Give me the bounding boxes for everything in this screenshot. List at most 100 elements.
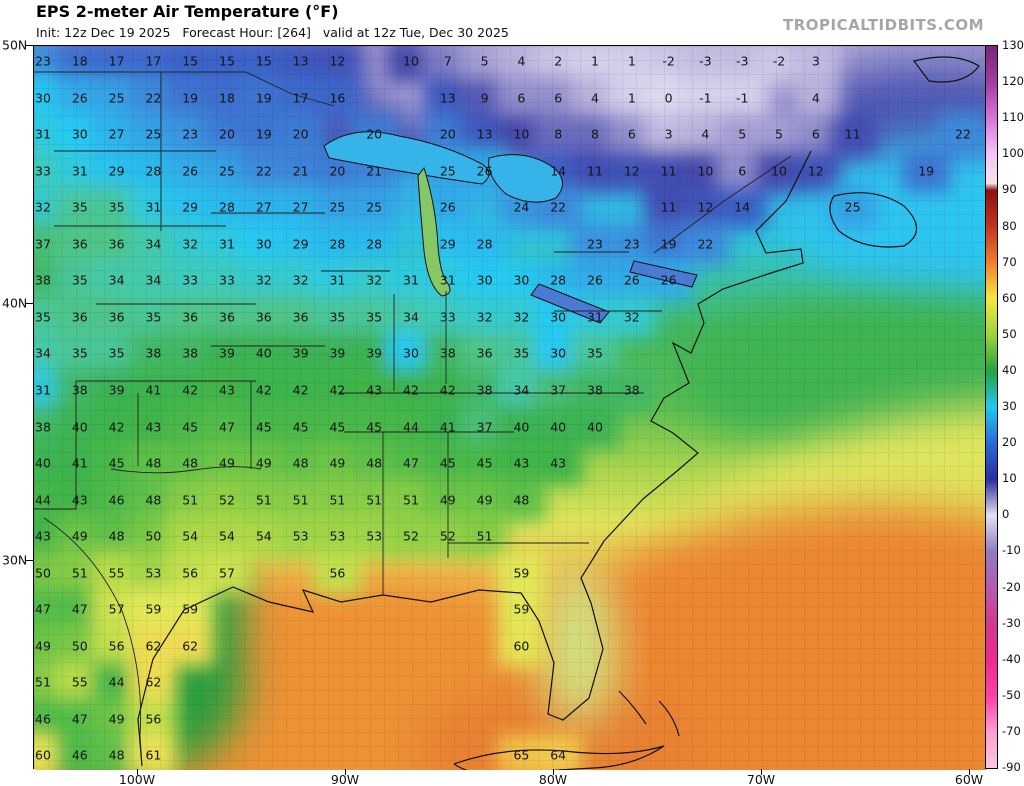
temp-value: 35 [329,309,346,325]
colorbar-tick-label: 10 [1002,471,1017,486]
lat-tick-label: 40N [2,295,28,311]
temp-value: 33 [182,272,199,288]
temp-value: 29 [439,236,456,252]
temp-value: 41 [71,455,88,471]
temp-value: 51 [292,492,309,508]
temp-value: 31 [403,272,419,288]
temp-value: 28 [219,199,235,215]
temp-value: 28 [366,236,383,252]
temp-value: 38 [35,272,51,288]
temp-value: 48 [108,528,125,544]
temp-value: 51 [255,492,272,508]
temp-value: 35 [366,309,383,325]
temp-value: 5 [480,53,489,69]
temp-value: 26 [587,272,603,288]
temp-value: 48 [292,455,309,471]
temp-value: 2 [554,53,563,69]
temp-value: 38 [439,345,456,361]
temp-value: 42 [439,382,456,398]
temp-value: 64 [550,747,567,763]
temp-value: 37 [35,236,51,252]
temp-value: 23 [35,53,51,69]
temp-value: 41 [439,419,456,434]
colorbar-tick-label: -40 [1002,651,1021,666]
temp-value: 1 [591,53,599,69]
lon-tick-mark [761,769,762,775]
temp-value: 5 [775,126,783,142]
temp-value: 35 [587,345,603,361]
temp-value: 31 [145,199,162,215]
temp-value: 27 [292,199,309,215]
colorbar-tick-label: -20 [1002,579,1021,594]
temp-value: 25 [219,163,235,179]
temp-value: 42 [329,382,346,398]
temp-value: 65 [513,747,530,763]
temp-value: 38 [623,382,640,398]
temp-value: 25 [439,163,456,179]
temp-value: 4 [701,126,710,142]
temp-value: 36 [255,309,272,325]
temp-value: 22 [255,163,272,179]
temp-value: 4 [811,90,820,106]
temp-value: 18 [71,53,88,69]
temp-value: 11 [587,163,603,179]
colorbar-tick-label: -90 [1002,760,1021,774]
temp-value: 12 [697,199,714,215]
temp-value: 15 [219,53,235,69]
colorbar-tick-label: -70 [1002,723,1021,738]
temp-value: 49 [329,455,346,471]
temp-value: 13 [292,53,309,69]
lon-tick-mark [969,769,970,775]
temp-value: 29 [292,236,309,252]
lon-tick-label: 100W [118,772,156,786]
temp-value: 39 [108,382,125,398]
temp-value: 25 [329,199,346,215]
temp-value: 60 [35,747,51,763]
temp-value: 40 [255,345,272,361]
temp-value: 36 [71,236,88,252]
lon-tick-mark [345,769,346,775]
temp-value: 56 [145,711,162,727]
lat-tick-label: 30N [2,552,28,568]
temp-value: 36 [71,309,88,325]
temp-value: 34 [145,272,162,288]
temp-value: 51 [71,565,88,581]
temp-value: 62 [182,638,199,654]
temp-value: 55 [108,565,125,581]
temp-value: 22 [145,90,162,106]
temp-value: 35 [71,199,88,215]
temp-value: 21 [292,163,309,179]
temp-value: -2 [772,53,786,69]
temp-value: -3 [699,53,712,69]
temp-value: 37 [476,419,493,434]
colorbar-tick-label: 90 [1002,182,1017,197]
temp-value: 4 [591,90,599,106]
temp-value: 19 [918,163,935,179]
temp-value: 6 [554,90,563,106]
temp-value: 12 [623,163,640,179]
temp-value: 15 [182,53,199,69]
temp-value: 36 [476,345,493,361]
temp-value: 47 [219,419,235,434]
temp-value: 43 [550,455,567,471]
temp-value: 31 [35,126,51,142]
lon-tick-label: 80W [538,772,568,786]
temp-value: 10 [771,163,787,179]
temp-value: 37 [550,382,567,398]
temp-value: 4 [517,53,526,69]
temp-value: 36 [108,309,125,325]
temp-value: 30 [403,345,419,361]
temp-value: 53 [329,528,346,544]
temp-value: 20 [439,126,456,142]
colorbar-tick-label: 30 [1002,399,1017,413]
temp-value: 49 [35,638,51,654]
temp-value: 40 [71,419,88,434]
temp-value: 35 [108,199,125,215]
temp-value: 51 [403,492,419,508]
coastline [137,56,980,770]
temp-value: 35 [71,272,88,288]
temp-value: 61 [145,747,162,763]
temp-value: 43 [35,528,51,544]
temp-value: 25 [145,126,162,142]
temp-value: 46 [35,711,51,727]
